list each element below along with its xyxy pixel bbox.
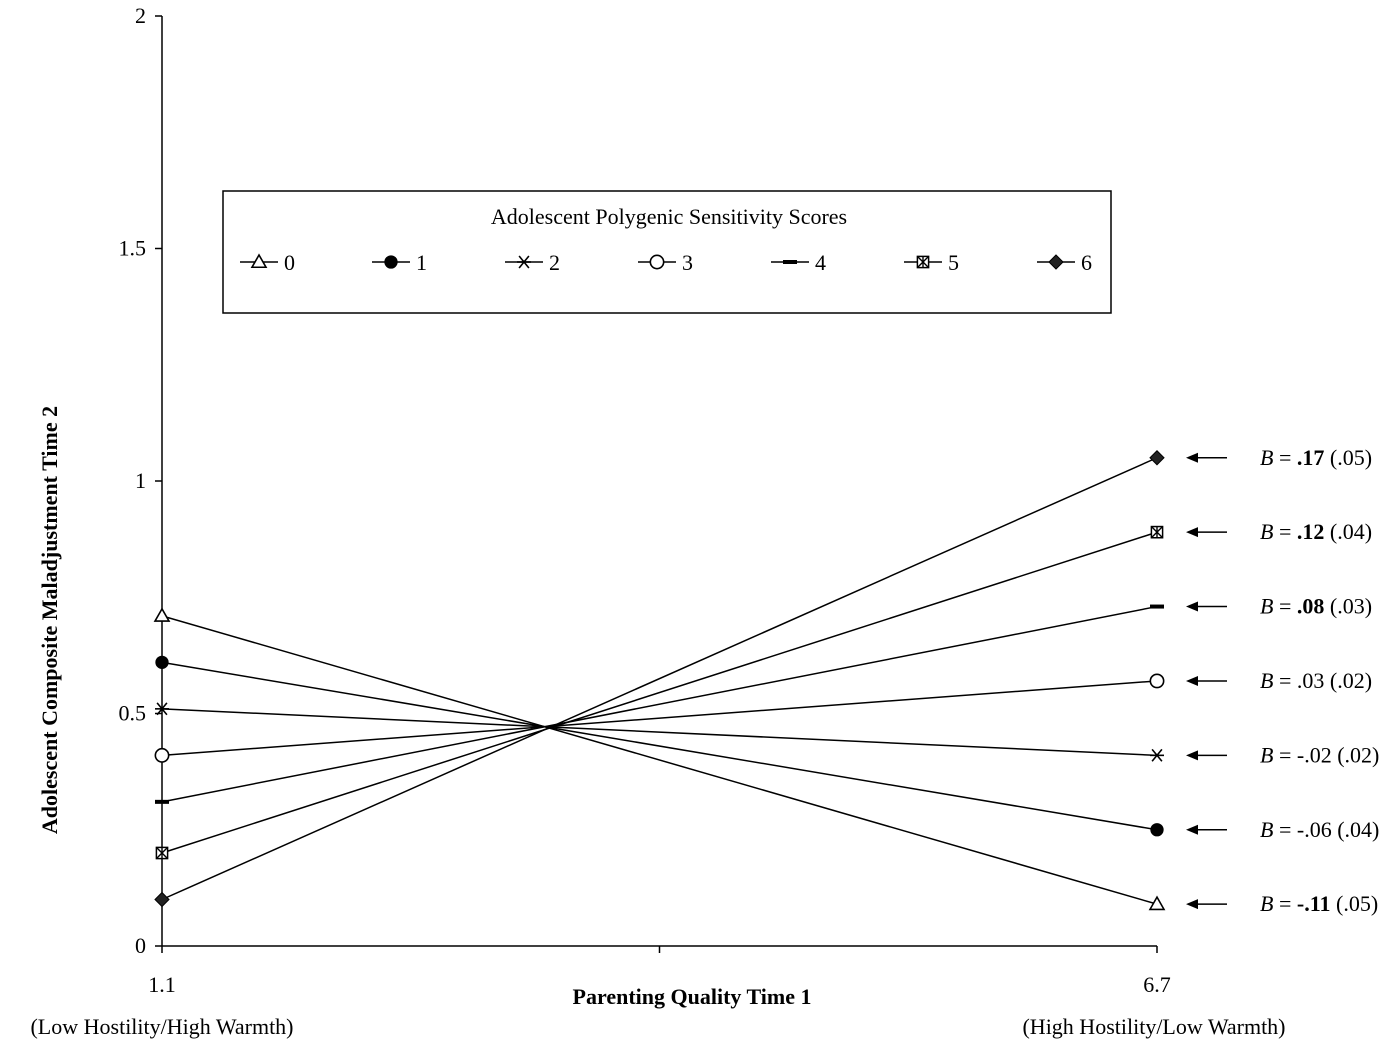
y-axis-title: Adolescent Composite Maladjustment Time … <box>37 406 62 834</box>
series-6-point-start <box>154 891 170 908</box>
legend-marker-6 <box>1048 254 1064 270</box>
series-5-point-start <box>155 846 169 860</box>
x-tick-label: 1.1 <box>148 972 176 997</box>
legend-item-0: 0 <box>240 250 295 275</box>
legend-marker-5 <box>916 255 930 269</box>
slope-annotations: B = -.11 (.05) B = -.06 (.04) B = -.02 (.0… <box>1186 445 1379 916</box>
legend-label: 0 <box>284 250 295 275</box>
legend-marker-2 <box>517 255 531 269</box>
legend-item-5: 5 <box>904 250 959 275</box>
x-axis-title: Parenting Quality Time 1 <box>573 984 812 1009</box>
slope-label: B = .08 (.03) <box>1260 594 1372 619</box>
series-line-0 <box>161 615 1158 905</box>
legend-items: 0 1 2 3 4 5 6 <box>240 250 1092 275</box>
slope-label: B = -.11 (.05) <box>1260 891 1378 916</box>
axes: 0 0.5 1 1.5 2 1.1 6.7 (Low Hostility/High Warmt… <box>30 3 1285 1039</box>
slope-label: B = -.02 (.02) <box>1260 742 1379 767</box>
arrow-head <box>1186 601 1198 612</box>
series-line-2 <box>161 708 1158 757</box>
legend-marker-0 <box>250 253 268 269</box>
series-3-point-end <box>1149 673 1165 689</box>
legend-marker-4 <box>783 260 797 264</box>
legend-label: 5 <box>948 250 959 275</box>
arrow-head <box>1186 750 1198 761</box>
series-3-point-start <box>154 747 170 763</box>
legend-label: 3 <box>682 250 693 275</box>
slope-label: B = .12 (.04) <box>1260 519 1372 544</box>
annotation-series-3: B = .03 (.02) <box>1186 668 1372 693</box>
annotation-series-0: B = -.11 (.05) <box>1186 891 1378 916</box>
y-tick-label: 1 <box>135 468 146 493</box>
legend-label: 1 <box>416 250 427 275</box>
series-markers <box>153 450 1166 911</box>
legend-box <box>222 190 1112 314</box>
arrow-head <box>1186 899 1198 910</box>
arrow-head <box>1186 824 1198 835</box>
series-0-point-start <box>153 607 171 622</box>
legend-label: 4 <box>815 250 826 275</box>
legend-marker-1 <box>384 255 398 269</box>
legend-label: 6 <box>1081 250 1092 275</box>
x-anchor-label: (Low Hostility/High Warmth) <box>30 1014 293 1039</box>
series-6-point-end <box>1149 450 1165 466</box>
annotation-series-5: B = .12 (.04) <box>1186 519 1372 544</box>
legend-item-6: 6 <box>1037 250 1092 275</box>
slope-label: B = .03 (.02) <box>1260 668 1372 693</box>
annotation-series-2: B = -.02 (.02) <box>1186 742 1379 767</box>
legend-label: 2 <box>549 250 560 275</box>
series-1-point-end <box>1150 823 1164 837</box>
y-tick-label: 2 <box>135 3 146 28</box>
x-tick-label: 6.7 <box>1143 972 1171 997</box>
series-line-1 <box>161 661 1158 831</box>
legend-title: Adolescent Polygenic Sensitivity Scores <box>491 204 847 229</box>
legend-item-3: 3 <box>638 250 693 275</box>
legend-marker-3 <box>649 254 665 270</box>
slope-label: B = .17 (.05) <box>1260 445 1372 470</box>
y-tick-label: 0.5 <box>119 701 147 726</box>
arrow-head <box>1186 527 1198 538</box>
arrow-head <box>1186 452 1198 463</box>
series-lines <box>161 457 1158 905</box>
series-line-4 <box>161 605 1158 803</box>
series-0-point-end <box>1148 895 1166 911</box>
x-anchor-label: (High Hostility/Low Warmth) <box>1022 1014 1285 1039</box>
y-tick-label: 1.5 <box>119 236 147 261</box>
series-1-point-start <box>155 655 169 669</box>
legend-item-2: 2 <box>505 250 560 275</box>
series-line-3 <box>161 680 1158 757</box>
series-5-point-end <box>1150 525 1164 539</box>
y-tick-label: 0 <box>135 933 146 958</box>
legend-item-1: 1 <box>372 250 427 275</box>
legend: Adolescent Polygenic Sensitivity Scores … <box>222 190 1112 314</box>
series-line-6 <box>161 457 1158 901</box>
legend-item-4: 4 <box>771 250 826 275</box>
series-2-point-end <box>1150 748 1164 762</box>
annotation-series-1: B = -.06 (.04) <box>1186 817 1379 842</box>
slope-label: B = -.06 (.04) <box>1260 817 1379 842</box>
annotation-series-4: B = .08 (.03) <box>1186 594 1372 619</box>
series-line-5 <box>161 531 1158 854</box>
arrow-head <box>1186 675 1198 686</box>
annotation-series-6: B = .17 (.05) <box>1186 445 1372 470</box>
series-4-point-start <box>155 799 169 804</box>
series-4-point-end <box>1150 604 1164 609</box>
series-2-point-start <box>155 702 169 716</box>
